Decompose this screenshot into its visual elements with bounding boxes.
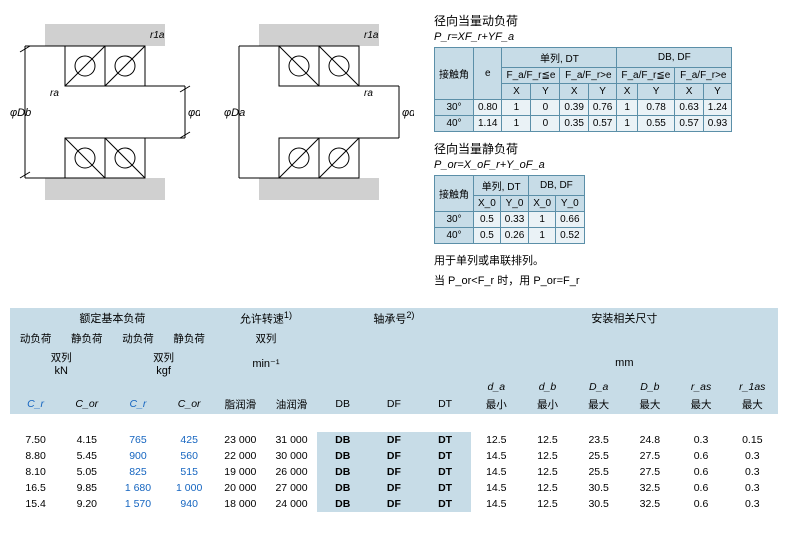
dyn-row: 30°0.80100.390.7610.780.631.24 <box>435 100 732 116</box>
dyn-load-title: 径向当量动负荷 <box>434 12 778 29</box>
stat-load-title: 径向当量静负荷 <box>434 140 778 157</box>
grp-load: 额定基本负荷 <box>10 308 215 329</box>
table-row: 8.105.0582551519 00026 000DBDFDT14.512.5… <box>10 464 778 480</box>
bearing-link[interactable]: DB <box>317 464 368 480</box>
table-row: 8.805.4590056022 00030 000DBDFDT14.512.5… <box>10 448 778 464</box>
label-ra: ra <box>50 88 59 99</box>
bearing-link[interactable]: DF <box>368 480 419 496</box>
bearing-link[interactable]: DT <box>420 480 471 496</box>
main-data-table: 额定基本负荷 允许转速1) 轴承号2) 安装相关尺寸 动负荷 静负荷 动负荷 静… <box>10 308 778 512</box>
table-row: 7.504.1576542523 00031 000DBDFDT12.512.5… <box>10 432 778 448</box>
bearing-link[interactable]: DT <box>420 464 471 480</box>
label-phiDb: φDb <box>10 107 31 119</box>
stat-load-formula: P_or=X_oF_r+Y_oF_a <box>434 159 778 171</box>
bearing-link[interactable]: DF <box>368 496 419 512</box>
label-phiDa: φDa <box>224 107 245 119</box>
bearing-link[interactable]: DF <box>368 432 419 448</box>
bearing-link[interactable]: DT <box>420 448 471 464</box>
stat-row: 40°0.50.2610.52 <box>435 228 585 244</box>
label-ra-2: ra <box>364 88 373 99</box>
label-r1a-2: r1a <box>364 30 379 41</box>
label-phida: φda <box>188 107 200 119</box>
table-row: 16.59.851 6801 00020 00027 000DBDFDT14.5… <box>10 480 778 496</box>
grp-speed: 允许转速1) <box>215 308 317 329</box>
bearing-diagram-db: φDb φda r1a ra <box>10 12 200 212</box>
stat-note-b: 当 P_or<F_r 时，用 P_or=F_r <box>434 272 778 288</box>
bearing-link[interactable]: DB <box>317 496 368 512</box>
grp-mount: 安装相关尺寸 <box>471 308 778 329</box>
col-single: 单列, DT <box>502 48 617 68</box>
table-row: 15.49.201 57094018 00024 000DBDFDT14.512… <box>10 496 778 512</box>
dyn-row: 40°1.14100.350.5710.550.570.93 <box>435 116 732 132</box>
bearing-link[interactable]: DT <box>420 496 471 512</box>
col-dbdf: DB, DF <box>617 48 732 68</box>
col-contact-angle: 接触角 <box>435 48 474 100</box>
bearing-link[interactable]: DT <box>420 432 471 448</box>
bearing-link[interactable]: DB <box>317 432 368 448</box>
stat-note-a: 用于单列或串联排列。 <box>434 252 778 268</box>
dyn-load-formula: P_r=XF_r+YF_a <box>434 31 778 43</box>
stat-row: 30°0.50.3310.66 <box>435 212 585 228</box>
bearing-link[interactable]: DB <box>317 480 368 496</box>
label-r1a: r1a <box>150 30 165 41</box>
grp-bearing: 轴承号2) <box>317 308 471 329</box>
bearing-link[interactable]: DF <box>368 464 419 480</box>
bearing-link[interactable]: DF <box>368 448 419 464</box>
stat-load-table: 接触角 单列, DT DB, DF X_0Y_0 X_0Y_0 30°0.50.… <box>434 175 585 244</box>
col-e: e <box>474 48 502 100</box>
dyn-load-table: 接触角 e 单列, DT DB, DF F_a/F_r≦e F_a/F_r>e … <box>434 47 732 132</box>
bearing-link[interactable]: DB <box>317 448 368 464</box>
label-phidb: φdb <box>402 107 414 119</box>
bearing-diagram-df: φDa φdb r1a ra <box>224 12 414 212</box>
